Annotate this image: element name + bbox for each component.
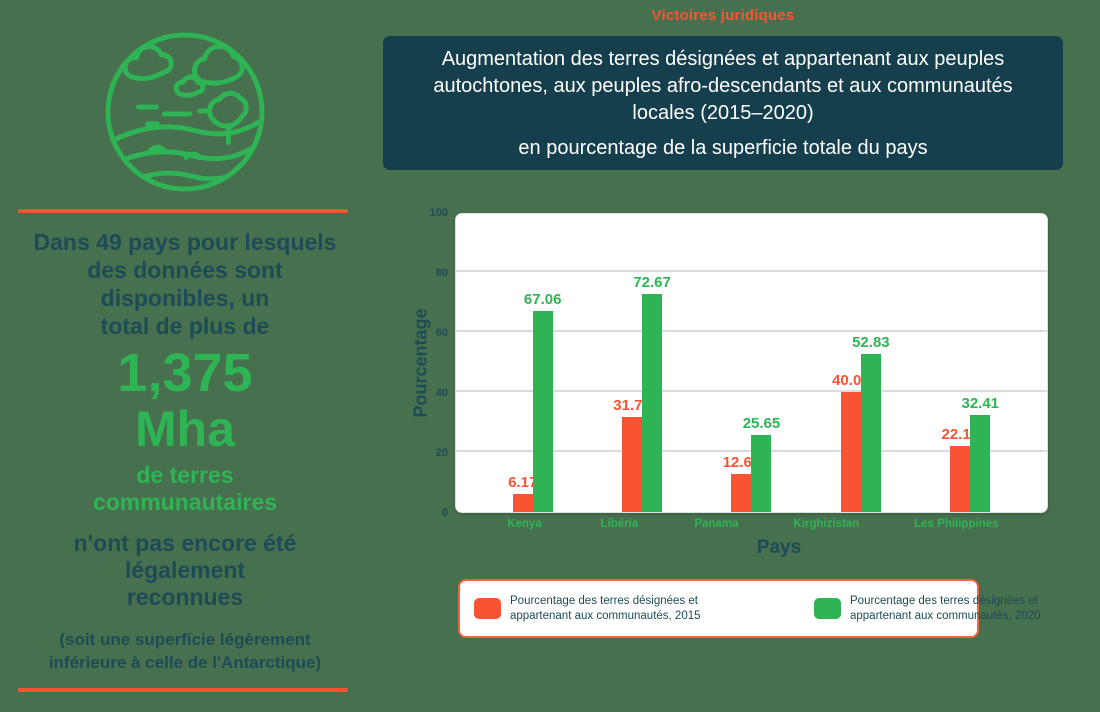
green-line: de terres xyxy=(136,462,234,488)
bar-2015-Panama: 12.67 xyxy=(723,454,760,512)
bar-value-label: 12.67 xyxy=(722,454,761,471)
header-banner: Augmentation des terres désignées et app… xyxy=(383,36,1063,170)
green-line: communautaires xyxy=(92,489,278,515)
icon-dashes xyxy=(136,104,215,127)
bar-value-label: 72.67 xyxy=(633,274,671,291)
teal-line: n'ont pas encore été xyxy=(73,530,297,556)
legend-item-2020: Pourcentage des terres désignées et appa… xyxy=(814,594,1090,624)
category-row: Kenya Libéria Panama Kirghizistan Les Philip… xyxy=(455,518,1048,530)
bar-group-Libéria: 31.73 72.67 xyxy=(613,214,671,512)
highlight-number: 1,375 xyxy=(117,343,253,403)
category-label: Kirghizistan xyxy=(793,518,860,530)
header-title-line: locales (2015–2020) xyxy=(632,102,814,124)
sidebar-teal-text: n'ont pas encore été légalement reconnue… xyxy=(5,530,365,611)
header-title-line: Augmentation des terres désignées et app… xyxy=(441,48,1005,70)
intro-line: Dans 49 pays pour lesquels xyxy=(33,229,337,255)
intro-line: disponibles, un xyxy=(100,285,270,311)
intro-line: des données sont xyxy=(87,257,283,283)
sidebar-note: (soit une superficie légèrement inférieu… xyxy=(5,628,365,674)
bar-value-label: 40.07 xyxy=(832,371,870,389)
header-subtitle: en pourcentage de la superficie totale d… xyxy=(518,137,928,159)
bar-group-Kenya: 6.17 67.06 xyxy=(508,214,561,512)
bar-2020-Libéria: 72.67 xyxy=(633,274,671,512)
divider-bottom xyxy=(18,688,348,692)
chart-legend: Pourcentage des terres désignées et appa… xyxy=(458,579,1041,638)
y-tick-label: 60 xyxy=(435,327,448,339)
bar-2020-Les Philippines: 32.41 xyxy=(961,395,999,512)
category-label: Les Philippines xyxy=(914,518,999,530)
icon-cloud-small xyxy=(173,74,206,98)
bar-groups: 6.17 67.06 31.73 72.67 12.67 25.65 40.07 52.83 2… xyxy=(456,214,1047,512)
bar-value-label: 22.13 xyxy=(941,425,980,443)
icon-cloud-left xyxy=(122,44,174,82)
category-label: Kenya xyxy=(507,518,542,530)
teal-line: reconnues xyxy=(126,584,244,610)
bar-value-label: 25.65 xyxy=(742,415,781,433)
bar-2015-Libéria: 31.73 xyxy=(613,397,651,512)
gridline xyxy=(456,270,1047,272)
x-axis-title: Pays xyxy=(756,537,802,558)
header-title-line: autochtones, aux peuples afro-descendant… xyxy=(433,75,1013,97)
icon-globe-circle xyxy=(105,32,265,192)
y-axis-ticks: 0 20 40 60 80 100 xyxy=(408,207,448,519)
y-tick-label: 0 xyxy=(441,507,448,519)
kicker-label: Victoires juridiques xyxy=(651,7,795,24)
bar-value-label: 31.73 xyxy=(613,396,651,414)
bar-2020-Kenya: 67.06 xyxy=(524,291,561,512)
bar-2020-Kirghizistan: 52.83 xyxy=(852,334,890,512)
bar-value-label: 52.83 xyxy=(852,333,890,351)
bar-group-Kirghizistan: 40.07 52.83 xyxy=(832,214,890,512)
category-label: Panama xyxy=(694,518,739,530)
legend-swatch-2020 xyxy=(814,598,841,619)
icon-cloud-right xyxy=(191,44,245,86)
y-tick-label: 80 xyxy=(435,267,448,279)
bar-group-Panama: 12.67 25.65 xyxy=(723,214,780,512)
sidebar-intro: Dans 49 pays pour lesquels des données s… xyxy=(5,228,365,340)
teal-line: légalement xyxy=(124,557,246,583)
bar-2020-Panama: 25.65 xyxy=(743,415,780,512)
note-line: inférieure à celle de l'Antarctique) xyxy=(48,653,322,672)
bar-value-label: 6.17 xyxy=(508,473,538,491)
category-label: Libéria xyxy=(600,518,639,530)
y-tick-label: 40 xyxy=(435,387,448,399)
legend-item-2015: Pourcentage des terres désignées et appa… xyxy=(474,594,750,624)
gridline xyxy=(456,330,1047,332)
legend-swatch-2015 xyxy=(474,598,501,619)
plot-area: 6.17 67.06 31.73 72.67 12.67 25.65 40.07 52.83 2… xyxy=(455,213,1048,513)
y-tick-label: 20 xyxy=(435,447,448,459)
bar-2015-Kenya: 6.17 xyxy=(508,474,537,512)
landscape-circle-icon xyxy=(105,32,265,192)
bar-group-Les Philippines: 22.13 32.41 xyxy=(941,214,999,512)
intro-line: total de plus de xyxy=(100,313,270,339)
legend-label-2020: Pourcentage des terres désignées et appa… xyxy=(850,594,1041,622)
legend-label-2015: Pourcentage des terres désignées et appa… xyxy=(510,594,701,622)
divider-top xyxy=(18,209,348,213)
bar-2015-Kirghizistan: 40.07 xyxy=(832,372,870,512)
bar-2015-Les Philippines: 22.13 xyxy=(941,426,979,512)
bar-value-label: 67.06 xyxy=(523,290,562,308)
gridline xyxy=(456,390,1047,392)
y-tick-label: 100 xyxy=(429,207,448,219)
highlight-unit: Mha xyxy=(135,401,235,457)
note-line: (soit une superficie légèrement xyxy=(59,630,311,649)
bar-value-label: 32.41 xyxy=(961,394,1000,412)
sidebar-green-text: de terres communautaires xyxy=(5,462,365,516)
icon-tree-crown xyxy=(207,90,249,129)
